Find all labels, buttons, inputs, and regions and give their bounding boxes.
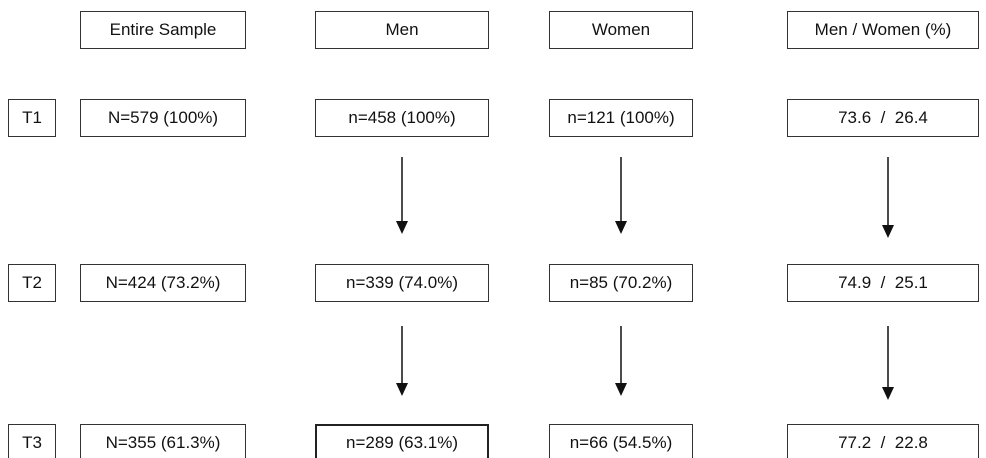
t2-entire-sample: N=424 (73.2%) [80, 264, 246, 302]
header-entire-sample-label: Entire Sample [109, 20, 217, 39]
t3-entire-sample: N=355 (61.3%) [80, 424, 246, 458]
t3-women: n=66 (54.5%) [549, 424, 693, 458]
timepoint-t3: T3 [8, 424, 56, 458]
header-men-women-pct-label: Men / Women (%) [814, 20, 952, 39]
arrow-men-t2-t3 [396, 326, 408, 396]
t3-women-value: n=66 (54.5%) [569, 433, 673, 452]
t1-men: n=458 (100%) [315, 99, 489, 137]
t2-entire-sample-value: N=424 (73.2%) [105, 273, 221, 292]
timepoint-t1-label: T1 [22, 108, 42, 127]
timepoint-t2-label: T2 [22, 273, 42, 292]
t1-men-value: n=458 (100%) [348, 108, 456, 127]
t1-entire-sample: N=579 (100%) [80, 99, 246, 137]
t1-men-women-ratio: 73.6 / 26.4 [787, 99, 979, 137]
header-men: Men [315, 11, 489, 49]
t3-men-value: n=289 (63.1%) [346, 433, 458, 452]
t1-ratio-value: 73.6 / 26.4 [838, 108, 928, 127]
timepoint-t3-label: T3 [22, 433, 42, 452]
arrow-ratio-t1-t2 [882, 157, 894, 238]
header-men-label: Men [385, 20, 419, 39]
header-entire-sample: Entire Sample [80, 11, 246, 49]
header-women-label: Women [591, 20, 651, 39]
arrow-women-t2-t3 [615, 326, 627, 396]
t2-women: n=85 (70.2%) [549, 264, 693, 302]
t3-men-women-ratio: 77.2 / 22.8 [787, 424, 979, 458]
t1-entire-sample-value: N=579 (100%) [107, 108, 219, 127]
t2-men-women-ratio: 74.9 / 25.1 [787, 264, 979, 302]
t3-ratio-value: 77.2 / 22.8 [838, 433, 928, 452]
t2-ratio-value: 74.9 / 25.1 [838, 273, 928, 292]
t1-women-value: n=121 (100%) [567, 108, 675, 127]
header-men-women-pct: Men / Women (%) [787, 11, 979, 49]
t3-men: n=289 (63.1%) [315, 424, 489, 458]
t1-women: n=121 (100%) [549, 99, 693, 137]
timepoint-t1: T1 [8, 99, 56, 137]
arrow-men-t1-t2 [396, 157, 408, 234]
t3-entire-sample-value: N=355 (61.3%) [105, 433, 221, 452]
arrow-ratio-t2-t3 [882, 326, 894, 400]
header-women: Women [549, 11, 693, 49]
arrow-women-t1-t2 [615, 157, 627, 234]
t2-men: n=339 (74.0%) [315, 264, 489, 302]
t2-women-value: n=85 (70.2%) [569, 273, 673, 292]
timepoint-t2: T2 [8, 264, 56, 302]
t2-men-value: n=339 (74.0%) [346, 273, 458, 292]
